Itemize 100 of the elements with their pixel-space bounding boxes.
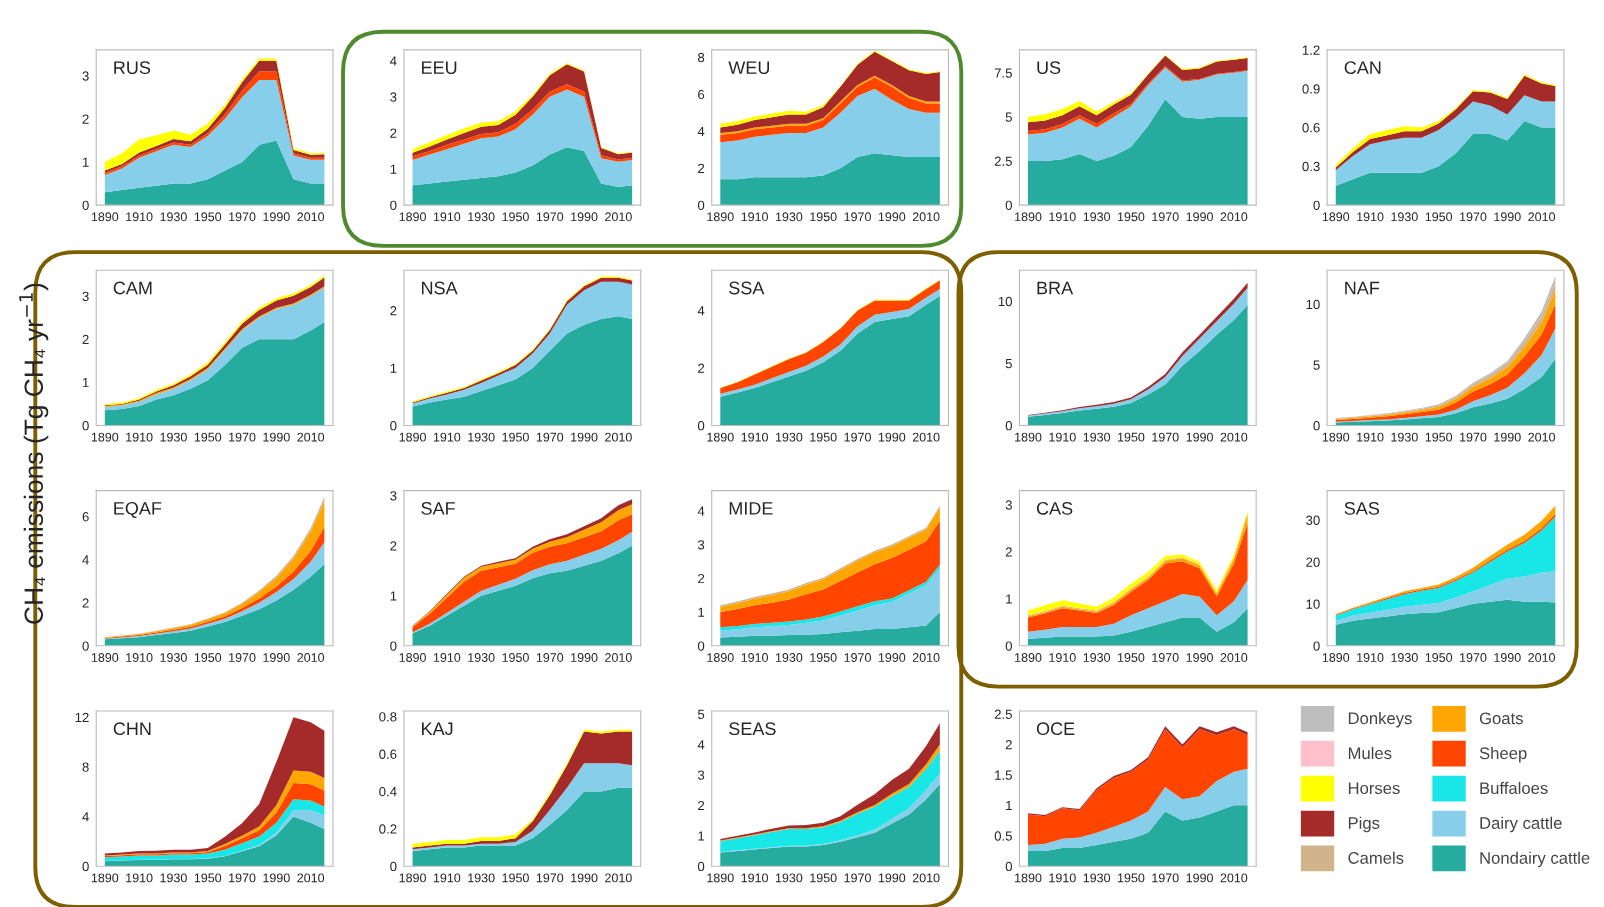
legend-label: Sheep xyxy=(1479,746,1527,763)
y-tick-label: 2 xyxy=(390,306,397,316)
y-tick-label: 3 xyxy=(1005,500,1012,510)
x-tick-label: 2010 xyxy=(1220,432,1248,442)
x-tick-label: 1890 xyxy=(399,653,426,662)
chart-title: CAN xyxy=(1344,61,1381,75)
x-tick-label: 1930 xyxy=(1083,432,1111,442)
legend-label: Mules xyxy=(1348,746,1392,760)
y-tick-label: 0 xyxy=(82,200,89,210)
x-tick-label: 1930 xyxy=(1391,432,1418,442)
y-tick-label: 10 xyxy=(1306,299,1320,310)
y-tick-label: 4 xyxy=(697,740,705,750)
y-tick-label: 0.6 xyxy=(1302,123,1320,133)
x-tick-label: 1990 xyxy=(263,653,290,662)
chart-title: EEU xyxy=(422,61,457,75)
x-tick-label: 1970 xyxy=(229,432,256,442)
y-tick-label: 7.5 xyxy=(994,68,1012,78)
x-tick-label: 1970 xyxy=(844,212,871,222)
x-tick-label: 1930 xyxy=(468,432,495,442)
x-tick-label: 1930 xyxy=(1391,653,1418,662)
y-tick-label: 2 xyxy=(698,363,705,373)
legend-label: Camels xyxy=(1348,851,1404,864)
y-tick-label: 2.5 xyxy=(994,156,1012,166)
x-tick-label: 1990 xyxy=(571,873,598,883)
y-tick-label: 0 xyxy=(82,861,89,872)
y-tick-label: 0 xyxy=(1005,200,1012,210)
x-tick-label: 1910 xyxy=(1357,653,1384,662)
y-tick-label: 10 xyxy=(998,296,1012,307)
y-tick-label: 0 xyxy=(1005,641,1012,651)
y-tick-label: 0 xyxy=(697,641,705,651)
y-tick-label: 0.8 xyxy=(379,712,397,722)
x-tick-label: 2010 xyxy=(1528,653,1556,662)
x-tick-label: 2010 xyxy=(912,873,940,883)
y-tick-label: 0.5 xyxy=(994,831,1012,841)
chart-title: NAF xyxy=(1345,281,1380,295)
x-tick-label: 1910 xyxy=(1357,432,1384,442)
x-tick-label: 1910 xyxy=(1049,873,1076,883)
x-tick-label: 2010 xyxy=(912,432,940,442)
y-tick-label: 0 xyxy=(390,200,397,210)
x-tick-label: 1910 xyxy=(1049,653,1076,662)
x-tick-label: 1950 xyxy=(810,432,837,442)
x-tick-label: 1890 xyxy=(399,432,426,442)
y-tick-label: 20 xyxy=(1306,557,1320,567)
x-tick-label: 2010 xyxy=(605,873,632,883)
x-tick-label: 1890 xyxy=(707,653,734,662)
x-tick-label: 1970 xyxy=(1460,212,1487,222)
y-tick-label: 1 xyxy=(1006,801,1012,811)
x-tick-label: 1950 xyxy=(194,432,222,442)
y-tick-label: 0 xyxy=(697,421,705,431)
y-tick-label: 0 xyxy=(1313,641,1320,651)
x-tick-label: 1950 xyxy=(1425,432,1453,442)
x-tick-label: 1970 xyxy=(844,432,871,442)
y-tick-label: 2 xyxy=(390,541,397,551)
chart-title: WEU xyxy=(728,61,770,75)
x-tick-label: 1970 xyxy=(1152,653,1179,662)
x-tick-label: 1950 xyxy=(194,212,222,222)
y-tick-label: 4 xyxy=(82,555,89,565)
x-tick-label: 1890 xyxy=(1322,212,1350,222)
x-tick-label: 1970 xyxy=(536,432,564,442)
y-tick-label: 5 xyxy=(697,709,705,719)
x-tick-label: 1990 xyxy=(1494,653,1521,662)
x-tick-label: 1970 xyxy=(1460,432,1487,442)
y-tick-label: 2 xyxy=(1005,740,1012,750)
x-tick-label: 1930 xyxy=(160,432,187,442)
y-tick-label: 3 xyxy=(697,770,705,780)
x-tick-label: 1970 xyxy=(536,653,564,662)
y-tick-label: 0 xyxy=(82,421,89,431)
x-tick-label: 1990 xyxy=(878,873,906,883)
x-tick-label: 1890 xyxy=(91,653,119,662)
y-tick-label: 2 xyxy=(698,573,705,584)
x-tick-label: 1890 xyxy=(707,212,734,222)
x-tick-label: 1930 xyxy=(468,653,495,662)
x-tick-label: 2010 xyxy=(605,432,632,442)
x-tick-label: 1910 xyxy=(1049,212,1076,222)
legend-label: Pigs xyxy=(1348,816,1380,833)
chart-title: CAM xyxy=(113,281,152,295)
x-tick-label: 1950 xyxy=(502,873,529,883)
x-tick-label: 1930 xyxy=(1391,212,1418,222)
y-tick-label: 12 xyxy=(75,712,89,722)
chart-title: CAS xyxy=(1036,501,1073,515)
y-tick-label: 0 xyxy=(390,421,397,431)
x-tick-label: 1910 xyxy=(126,432,153,442)
x-tick-label: 2010 xyxy=(1528,432,1556,442)
legend-label: Dairy cattle xyxy=(1480,816,1562,833)
x-tick-label: 1970 xyxy=(536,212,564,222)
x-tick-label: 2010 xyxy=(1220,873,1248,883)
text: EQAF xyxy=(114,501,162,518)
y-tick-label: 0 xyxy=(697,200,705,210)
x-tick-label: 1930 xyxy=(775,212,803,222)
x-tick-label: 1910 xyxy=(433,873,461,883)
x-tick-label: 1970 xyxy=(1460,653,1487,662)
x-tick-label: 1910 xyxy=(741,653,769,662)
y-tick-label: 0.6 xyxy=(379,749,397,759)
x-tick-label: 2010 xyxy=(1220,212,1248,222)
x-tick-label: 1890 xyxy=(1322,653,1350,662)
x-tick-label: 1950 xyxy=(1425,212,1453,222)
y-tick-label: 0 xyxy=(390,861,397,872)
x-tick-label: 1930 xyxy=(160,653,187,662)
y-tick-label: 3 xyxy=(82,291,89,302)
x-tick-label: 1990 xyxy=(263,432,290,442)
